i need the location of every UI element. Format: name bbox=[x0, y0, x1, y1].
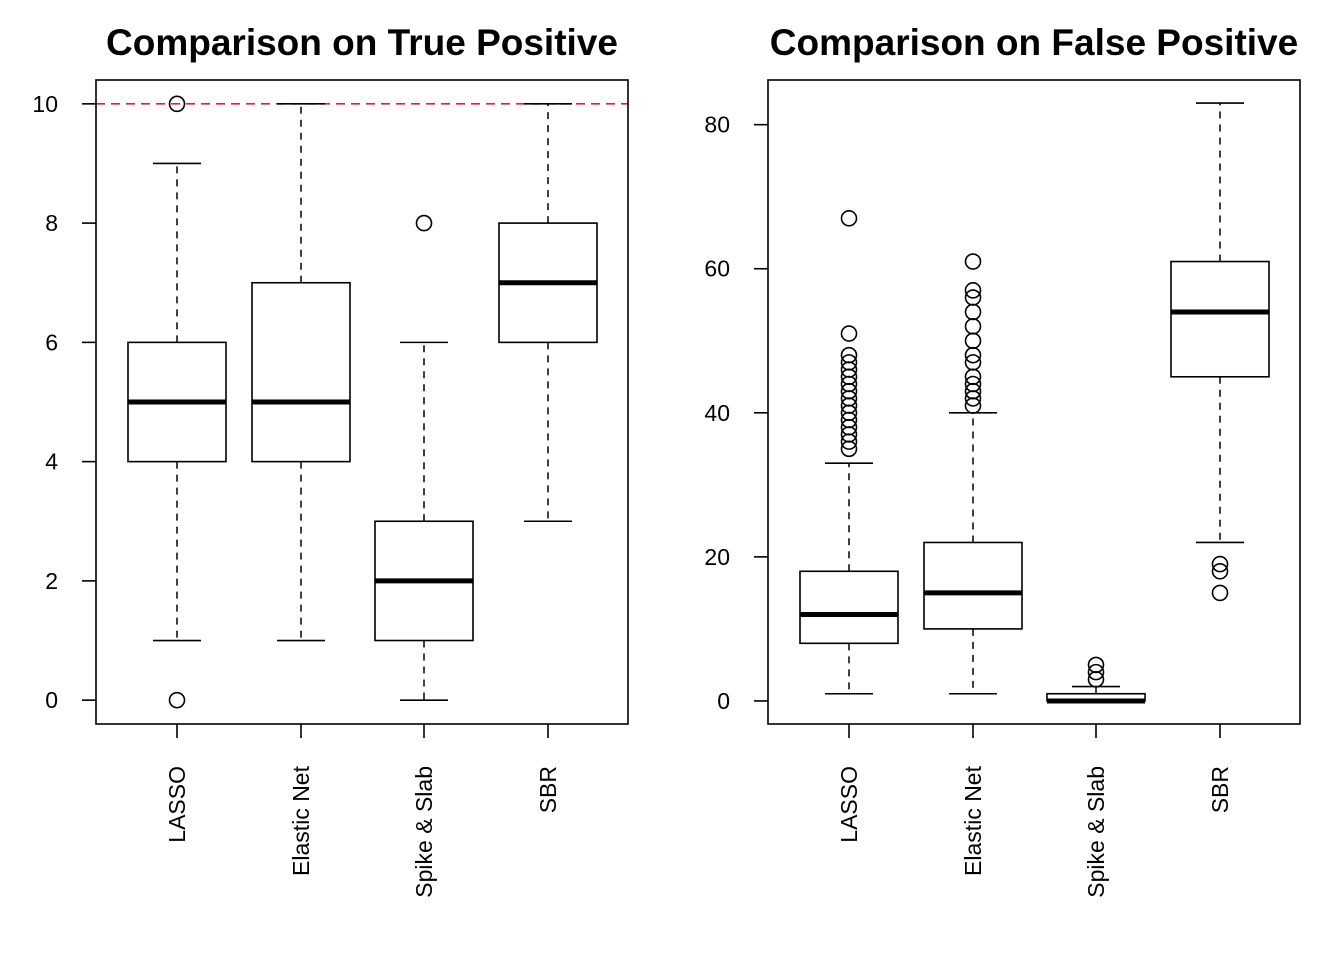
y-tick-label: 10 bbox=[32, 91, 58, 117]
x-tick-label-lasso: LASSO bbox=[836, 766, 862, 843]
x-axis-true-positive: LASSO Elastic Net Spike & Slab SBR bbox=[164, 724, 561, 898]
x-tick-label-lasso: LASSO bbox=[164, 766, 190, 843]
x-tick-label-elastic-net: Elastic Net bbox=[960, 765, 986, 876]
panel-false-positive: Comparison on False Positive 0 20 40 60 80 L… bbox=[704, 22, 1301, 898]
y-tick-label: 80 bbox=[704, 112, 730, 138]
panel-true-positive: Comparison on True Positive 0 2 4 6 8 10 LASS… bbox=[32, 22, 629, 898]
plot-frame-true-positive bbox=[95, 79, 629, 725]
y-axis-true-positive: 0 2 4 6 8 10 bbox=[32, 91, 96, 713]
y-tick-label: 0 bbox=[717, 688, 730, 714]
box-iqr bbox=[923, 541, 1023, 630]
box-elastic-net bbox=[251, 103, 351, 642]
outlier-point bbox=[1211, 584, 1229, 602]
x-tick-label-spike-and-slab: Spike & Slab bbox=[411, 766, 437, 898]
chart-title-true-positive: Comparison on True Positive bbox=[106, 22, 618, 63]
outlier-point bbox=[1211, 555, 1229, 573]
outlier-point bbox=[840, 346, 858, 364]
outlier-point bbox=[964, 332, 982, 350]
y-tick-label: 0 bbox=[45, 687, 58, 713]
outlier-point bbox=[964, 282, 982, 299]
box-elastic-net bbox=[923, 253, 1023, 695]
y-tick-label: 4 bbox=[45, 449, 58, 475]
outlier-point bbox=[168, 95, 186, 113]
plot-area-false-positive bbox=[799, 102, 1270, 704]
box-iqr bbox=[1170, 260, 1270, 378]
box-iqr bbox=[251, 281, 351, 463]
box-spike-and-slab bbox=[1046, 656, 1146, 704]
x-tick-label-spike-and-slab: Spike & Slab bbox=[1083, 766, 1109, 898]
outlier-point bbox=[964, 375, 982, 393]
box-lasso bbox=[127, 95, 227, 709]
outlier-point bbox=[964, 253, 982, 270]
box-spike-and-slab bbox=[374, 214, 474, 701]
box-sbr bbox=[1170, 102, 1270, 602]
x-tick-label-sbr: SBR bbox=[535, 766, 561, 813]
outlier-point bbox=[1087, 656, 1105, 674]
box-lasso bbox=[799, 210, 899, 695]
outlier-point bbox=[1211, 562, 1229, 580]
outlier-point bbox=[840, 325, 858, 342]
y-tick-label: 8 bbox=[45, 210, 58, 236]
outlier-point bbox=[840, 210, 858, 227]
y-tick-label: 40 bbox=[704, 400, 730, 426]
y-tick-label: 20 bbox=[704, 544, 730, 570]
y-axis-false-positive: 0 20 40 60 80 bbox=[704, 112, 768, 714]
outlier-point bbox=[964, 303, 982, 321]
x-axis-false-positive: LASSO Elastic Net Spike & Slab SBR bbox=[836, 724, 1233, 898]
plot-frame-false-positive bbox=[767, 79, 1301, 725]
x-tick-label-sbr: SBR bbox=[1207, 766, 1233, 813]
y-tick-label: 6 bbox=[45, 329, 58, 355]
box-iqr bbox=[799, 570, 899, 645]
outlier-point bbox=[964, 354, 982, 371]
plot-area-true-positive bbox=[96, 95, 628, 709]
outlier-point bbox=[1087, 663, 1105, 681]
outlier-point bbox=[415, 214, 433, 232]
outlier-point bbox=[964, 289, 982, 306]
y-tick-label: 2 bbox=[45, 568, 58, 594]
box-sbr bbox=[498, 103, 598, 523]
chart-title-false-positive: Comparison on False Positive bbox=[770, 22, 1298, 63]
outlier-point bbox=[964, 318, 982, 335]
outlier-point bbox=[840, 354, 858, 371]
outlier-point bbox=[168, 691, 186, 709]
y-tick-label: 60 bbox=[704, 256, 730, 282]
x-tick-label-elastic-net: Elastic Net bbox=[288, 765, 314, 876]
